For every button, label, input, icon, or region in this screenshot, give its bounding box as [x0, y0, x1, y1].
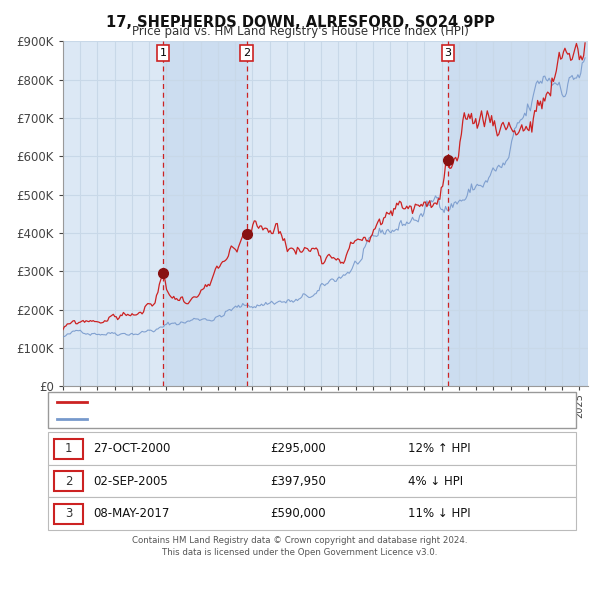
Text: 08-MAY-2017: 08-MAY-2017 — [93, 507, 169, 520]
Bar — [448, 41, 588, 386]
Text: 11% ↓ HPI: 11% ↓ HPI — [408, 507, 470, 520]
Text: This data is licensed under the Open Government Licence v3.0.: This data is licensed under the Open Gov… — [163, 548, 437, 556]
Text: 12% ↑ HPI: 12% ↑ HPI — [408, 442, 470, 455]
Text: £590,000: £590,000 — [270, 507, 326, 520]
Text: Price paid vs. HM Land Registry's House Price Index (HPI): Price paid vs. HM Land Registry's House … — [131, 25, 469, 38]
Text: 3: 3 — [65, 507, 72, 520]
Bar — [163, 41, 247, 386]
Text: £295,000: £295,000 — [270, 442, 326, 455]
Text: £397,950: £397,950 — [270, 474, 326, 488]
Text: 27-OCT-2000: 27-OCT-2000 — [93, 442, 170, 455]
Text: 2: 2 — [243, 48, 250, 58]
Text: 02-SEP-2005: 02-SEP-2005 — [93, 474, 168, 488]
Text: 1: 1 — [65, 442, 72, 455]
Text: 17, SHEPHERDS DOWN, ALRESFORD, SO24 9PP (detached house): 17, SHEPHERDS DOWN, ALRESFORD, SO24 9PP … — [93, 397, 452, 407]
Text: 1: 1 — [160, 48, 167, 58]
Text: HPI: Average price, detached house, Winchester: HPI: Average price, detached house, Winc… — [93, 414, 356, 424]
Text: 4% ↓ HPI: 4% ↓ HPI — [408, 474, 463, 488]
Text: 17, SHEPHERDS DOWN, ALRESFORD, SO24 9PP: 17, SHEPHERDS DOWN, ALRESFORD, SO24 9PP — [106, 15, 494, 30]
Text: 2: 2 — [65, 474, 72, 488]
Text: Contains HM Land Registry data © Crown copyright and database right 2024.: Contains HM Land Registry data © Crown c… — [132, 536, 468, 545]
Text: 3: 3 — [445, 48, 451, 58]
